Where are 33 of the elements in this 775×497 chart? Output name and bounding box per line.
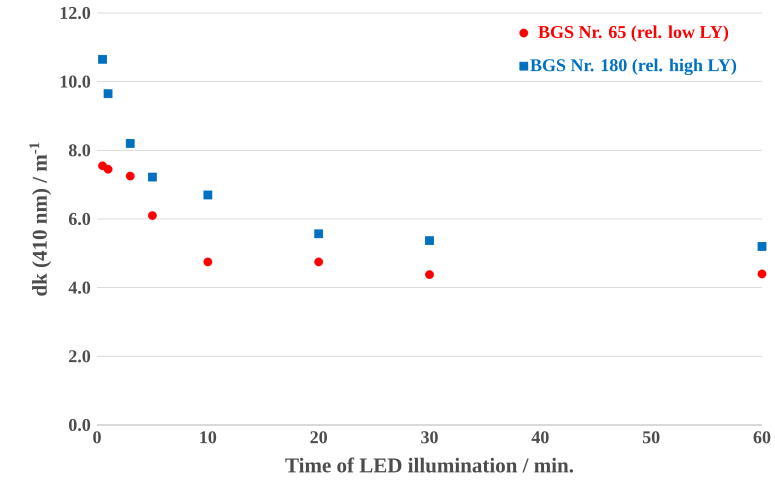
point	[148, 172, 157, 182]
point	[203, 258, 212, 266]
legend-label: BGS Nr. 65 (rel. low LY)	[538, 25, 728, 42]
point	[203, 190, 212, 200]
point	[148, 211, 157, 220]
x-tick-label: 60	[754, 431, 770, 444]
y-tick-label: 12.0	[60, 6, 90, 20]
point	[104, 164, 112, 174]
point	[758, 242, 766, 251]
y-tick-label: 6.0	[68, 212, 90, 226]
x-axis-title: Time of LED illumination / min.	[285, 458, 574, 473]
point	[126, 139, 135, 148]
point	[314, 258, 324, 266]
x-tick-label: 40	[532, 431, 549, 444]
x-tick-label: 30	[421, 431, 438, 444]
y-tick-label: 8.0	[68, 144, 90, 156]
legend-label: BGS Nr. 180 (rel. high LY)	[530, 58, 736, 76]
y-axis-title: dk (410 nm) / m$^{-1}$	[29, 142, 52, 296]
y-tick-label: 0.0	[69, 418, 90, 432]
x-tick-label: 50	[642, 431, 660, 444]
y-tick-label: 4.0	[68, 282, 90, 294]
x-tick-label: 20	[310, 431, 327, 444]
point	[425, 236, 434, 246]
point	[98, 54, 107, 64]
x-tick-label: 0	[93, 431, 101, 444]
y-tick-label: 10.0	[60, 76, 90, 88]
point	[758, 270, 766, 278]
point	[314, 229, 324, 238]
y-tick-label: 2.0	[69, 350, 90, 362]
point	[425, 270, 434, 280]
point	[104, 89, 112, 98]
x-tick-label: 10	[200, 431, 216, 444]
point	[126, 172, 135, 180]
